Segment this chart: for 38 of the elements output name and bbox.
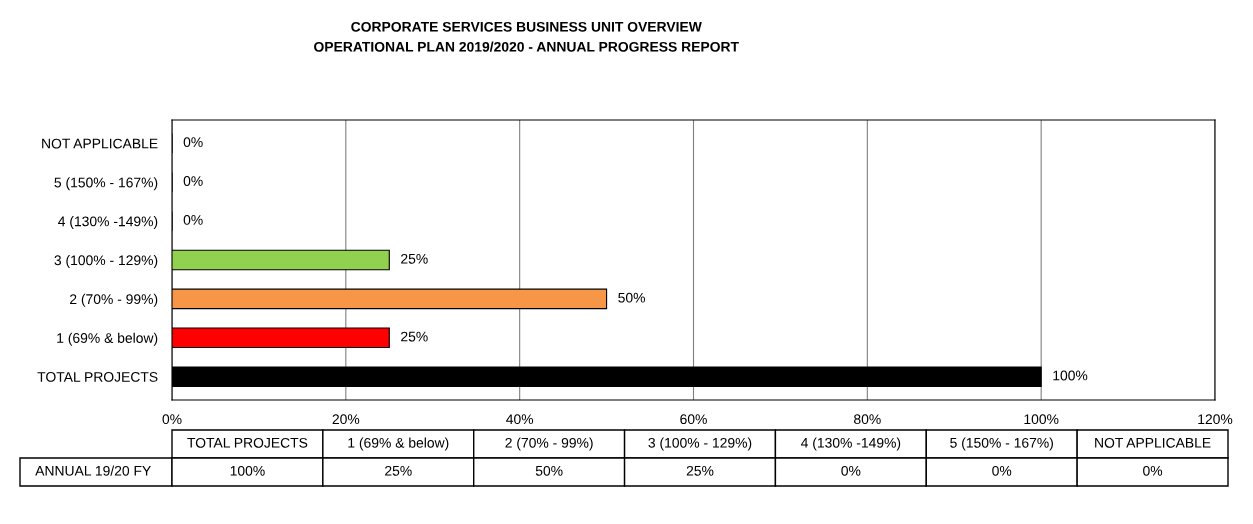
- category-label: 3 (100% - 129%): [648, 437, 752, 451]
- text: 25%: [686, 465, 714, 476]
- data-label: 100%: [1053, 370, 1088, 381]
- y-tick-label: 3 (100% - 129%): [54, 254, 158, 268]
- text: ANNUAL 19/20 FY: [35, 465, 151, 476]
- y-tick-label: 2 (70% - 99%): [70, 293, 158, 307]
- x-tick-label: 100%: [1024, 414, 1059, 425]
- y-tick-label: TOTAL PROJECTS: [37, 372, 158, 382]
- chart-subtitle: OPERATIONAL PLAN 2019/2020 - ANNUAL PROGRESS REPORT: [314, 41, 739, 52]
- text: 0%: [1143, 465, 1163, 476]
- text: 100%: [230, 465, 265, 476]
- y-tick-label: 1 (69% & below): [57, 332, 158, 346]
- category-label: 4 (130% -149%): [801, 437, 901, 451]
- data-label: 0%: [183, 137, 203, 148]
- x-tick-label: 20%: [332, 414, 360, 425]
- x-tick-label: 80%: [854, 414, 881, 425]
- data-label: 25%: [401, 331, 428, 342]
- y-tick-label: 5 (150% - 167%): [54, 177, 158, 191]
- text: 50%: [535, 465, 563, 476]
- y-tick-label: 4 (130% -149%): [58, 216, 158, 230]
- text: 25%: [385, 465, 412, 476]
- data-label: 0%: [183, 176, 203, 186]
- category-label: 1 (69% & below): [348, 437, 449, 451]
- data-label: 50%: [618, 292, 645, 303]
- category-label: 5 (150% - 167%): [950, 437, 1053, 451]
- text: 0%: [841, 465, 861, 476]
- category-label: NOT APPLICABLE: [1095, 437, 1211, 448]
- text: 0%: [992, 465, 1012, 476]
- data-label: 25%: [401, 253, 428, 264]
- x-tick-label: 120%: [1198, 414, 1233, 425]
- category-label: 2 (70% - 99%): [505, 437, 593, 451]
- x-tick-label: 0%: [162, 414, 182, 425]
- data-label: 0%: [183, 215, 203, 225]
- chart-title: CORPORATE SERVICES BUSINESS UNIT OVERVIEW: [351, 21, 702, 32]
- category-label: TOTAL PROJECTS: [187, 437, 308, 448]
- x-tick-label: 40%: [506, 414, 534, 425]
- y-tick-label: NOT APPLICABLE: [42, 138, 158, 149]
- x-tick-label: 60%: [680, 414, 707, 425]
